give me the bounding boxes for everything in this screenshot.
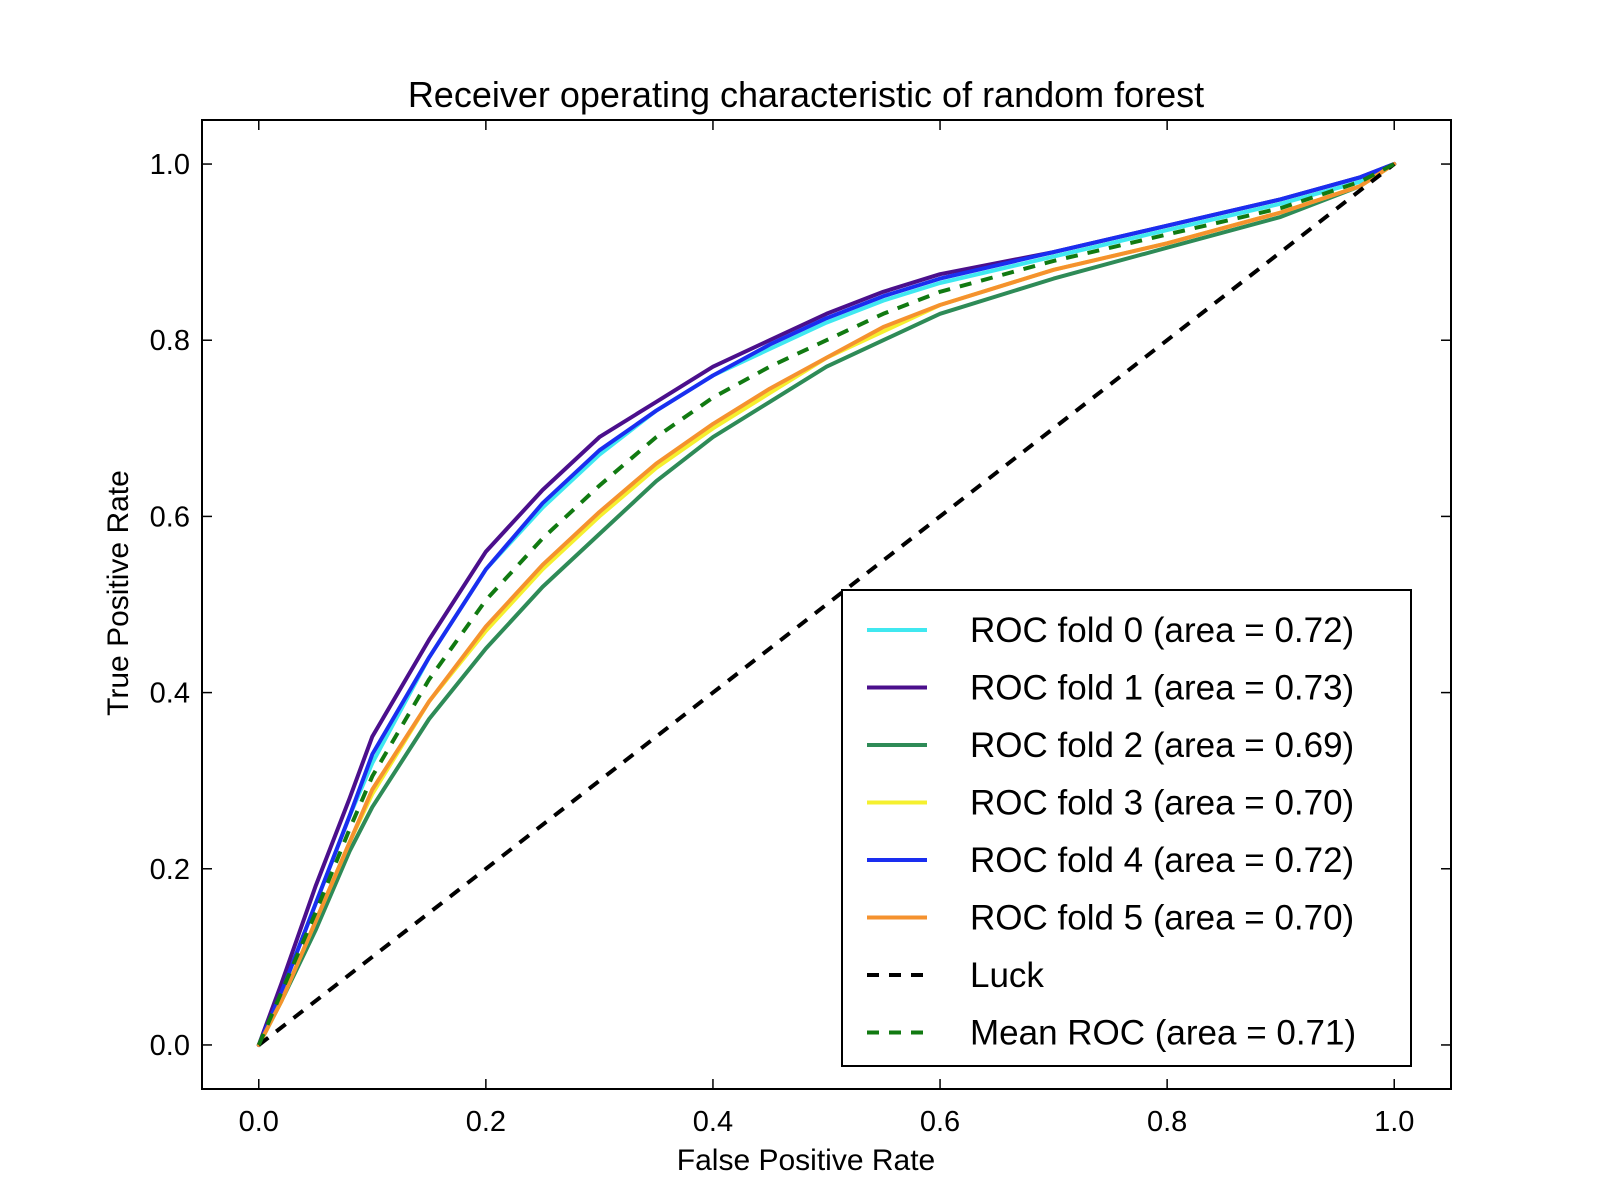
legend-label-6: Luck [970, 956, 1044, 995]
legend-box [841, 589, 1412, 1067]
x-tick-label: 0.6 [920, 1106, 960, 1138]
legend-label-2: ROC fold 2 (area = 0.69) [970, 726, 1354, 765]
legend-label-4: ROC fold 4 (area = 0.72) [970, 841, 1354, 880]
legend-label-1: ROC fold 1 (area = 0.73) [970, 669, 1354, 708]
y-axis-label: True Positive Rate [102, 470, 135, 716]
x-tick-label: 1.0 [1374, 1106, 1414, 1138]
series-line-5 [256, 162, 1397, 1047]
series-line-6 [257, 162, 1396, 1047]
x-tick-label: 0.0 [239, 1106, 279, 1138]
legend-label-7: Mean ROC (area = 0.71) [970, 1014, 1356, 1053]
series-line-7 [256, 162, 1396, 1046]
x-axis-label: False Positive Rate [677, 1144, 935, 1177]
legend: ROC fold 0 (area = 0.72) ROC fold 1 (area… [841, 589, 1412, 1067]
x-tick-label: 0.4 [693, 1106, 733, 1138]
y-tick-label: 0.6 [150, 501, 190, 533]
chart-title: Receiver operating characteristic of ran… [408, 74, 1204, 115]
plot-series [256, 162, 1397, 1047]
y-tick-label: 0.8 [150, 325, 190, 357]
series-line-4 [256, 162, 1397, 1047]
series-line-2 [256, 162, 1397, 1047]
plot-frame [201, 119, 1452, 1090]
y-tick-label: 0.2 [150, 854, 190, 886]
y-tick-label: 1.0 [150, 149, 190, 181]
legend-label-3: ROC fold 3 (area = 0.70) [970, 784, 1354, 823]
y-tick-label: 0.4 [150, 678, 190, 710]
x-tick-label: 0.8 [1147, 1106, 1187, 1138]
axis-ticks: 0.0 0.2 0.4 0.6 0.8 1.0 0.0 0.2 0.4 0.6 0.8 1.0 [150, 120, 1451, 1138]
legend-label-0: ROC fold 0 (area = 0.72) [970, 611, 1354, 650]
legend-label-5: ROC fold 5 (area = 0.70) [970, 899, 1354, 938]
x-tick-label: 0.2 [466, 1106, 506, 1138]
y-tick-label: 0.0 [150, 1030, 190, 1062]
